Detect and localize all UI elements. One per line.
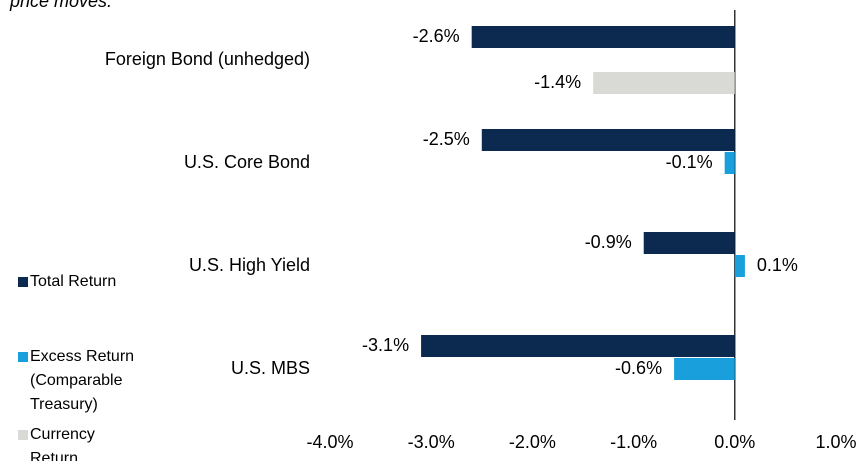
x-tick-label: -3.0%: [408, 432, 455, 452]
bar: [724, 152, 735, 174]
x-tick-label: -1.0%: [610, 432, 657, 452]
value-label: -1.4%: [534, 72, 581, 92]
value-label: -0.6%: [615, 358, 662, 378]
value-label: -2.6%: [413, 26, 460, 46]
category-label: U.S. Core Bond: [184, 152, 310, 172]
legend: Total Return Excess Return (Comparable Tr…: [18, 273, 138, 461]
category-label: U.S. High Yield: [189, 255, 310, 275]
value-label: 0.1%: [757, 255, 798, 275]
chart-title: price moves.: [9, 0, 112, 11]
legend-swatch: [18, 430, 28, 440]
category-label: Foreign Bond (unhedged): [105, 49, 310, 69]
x-tick-label: 0.0%: [714, 432, 755, 452]
x-tick-label: 1.0%: [815, 432, 856, 452]
bar: [674, 358, 735, 380]
x-tick-label: -4.0%: [306, 432, 353, 452]
value-label: -2.5%: [423, 129, 470, 149]
legend-label: Currency Return: [30, 426, 99, 461]
bar: [593, 72, 735, 94]
bar: [421, 335, 735, 357]
bar: [481, 129, 735, 151]
legend-label: Total Return: [30, 273, 116, 290]
bar: [471, 26, 735, 48]
category-label: U.S. MBS: [231, 358, 310, 378]
value-label: -0.9%: [585, 232, 632, 252]
legend-swatch: [18, 352, 28, 362]
legend-swatch: [18, 277, 28, 287]
legend-label: Excess Return (Comparable Treasury): [30, 348, 138, 413]
bar: [734, 255, 745, 277]
bar: [643, 232, 735, 254]
value-label: -0.1%: [666, 152, 713, 172]
value-label: -3.1%: [362, 335, 409, 355]
x-tick-label: -2.0%: [509, 432, 556, 452]
